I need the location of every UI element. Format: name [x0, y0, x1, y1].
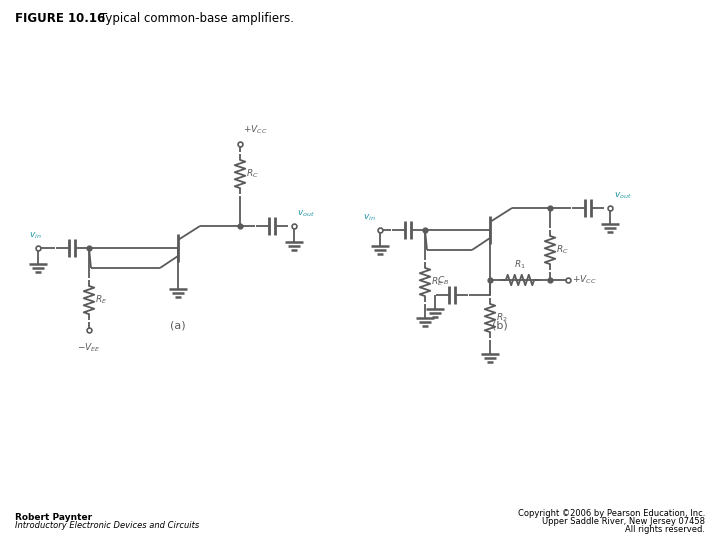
Text: Typical common-base amplifiers.: Typical common-base amplifiers. [100, 12, 294, 25]
Text: $v_{in}$: $v_{in}$ [29, 231, 41, 241]
Text: $-V_{EE}$: $-V_{EE}$ [77, 342, 101, 354]
Text: Copyright ©2006 by Pearson Education, Inc.: Copyright ©2006 by Pearson Education, In… [518, 509, 705, 518]
Text: $R_1$: $R_1$ [514, 259, 526, 271]
Text: $v_{in}$: $v_{in}$ [364, 213, 376, 223]
Text: $+V_{CC}$: $+V_{CC}$ [243, 124, 268, 136]
Text: Robert Paynter: Robert Paynter [15, 513, 92, 522]
Text: $v_{out}$: $v_{out}$ [297, 208, 315, 219]
Text: All rights reserved.: All rights reserved. [625, 525, 705, 534]
Text: $R_E$: $R_E$ [95, 294, 107, 306]
Text: $C_B$: $C_B$ [437, 274, 449, 287]
Text: (a): (a) [170, 320, 186, 330]
Text: $R_C$: $R_C$ [246, 168, 258, 180]
Text: (b): (b) [492, 320, 508, 330]
Text: $+V_{CC}$: $+V_{CC}$ [572, 274, 597, 286]
Text: $R_E$: $R_E$ [431, 276, 444, 288]
Text: $v_{out}$: $v_{out}$ [614, 191, 632, 201]
Text: Upper Saddle River, New Jersey 07458: Upper Saddle River, New Jersey 07458 [542, 517, 705, 526]
Text: $R_2$: $R_2$ [496, 312, 508, 324]
Text: Introductory Electronic Devices and Circuits: Introductory Electronic Devices and Circ… [15, 521, 199, 530]
Text: FIGURE 10.16: FIGURE 10.16 [15, 12, 105, 25]
Text: $R_C$: $R_C$ [556, 244, 569, 256]
